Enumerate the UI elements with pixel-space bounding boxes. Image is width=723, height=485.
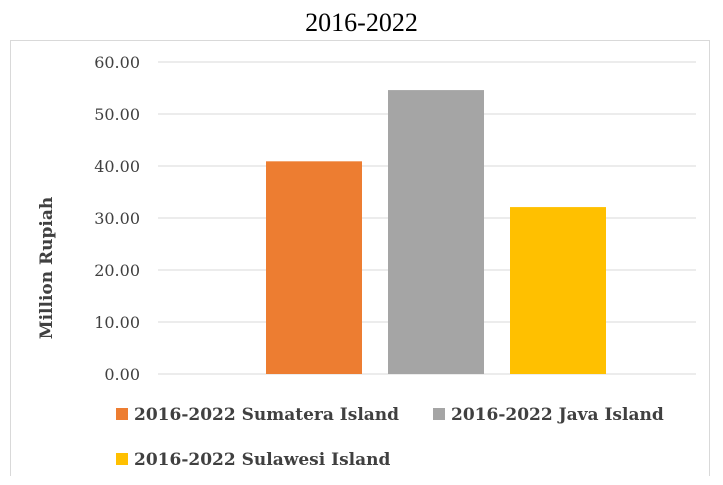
legend-swatch	[116, 453, 128, 465]
legend: 2016-2022 Sumatera Island 2016-2022 Java …	[116, 405, 664, 470]
legend-swatch	[116, 408, 128, 420]
y-tick-label: 50.00	[94, 105, 140, 124]
legend-label: 2016-2022 Java Island	[451, 405, 664, 425]
y-tick-label: 60.00	[94, 53, 140, 72]
bar-3	[510, 207, 606, 374]
y-tick-label: 0.00	[104, 365, 140, 384]
y-tick-label: 30.00	[94, 209, 140, 228]
legend-swatch	[433, 408, 445, 420]
y-tick-label: 20.00	[94, 261, 140, 280]
legend-label: 2016-2022 Sumatera Island	[134, 405, 399, 425]
y-tick-label: 40.00	[94, 157, 140, 176]
bar-1	[266, 161, 362, 374]
legend-label: 2016-2022 Sulawesi Island	[134, 450, 390, 470]
bar-2	[388, 90, 484, 374]
bars	[266, 90, 606, 374]
y-tick-label: 10.00	[94, 313, 140, 332]
y-axis-label: Million Rupiah	[37, 197, 57, 339]
y-tick-labels: 0.00 10.00 20.00 30.00 40.00 50.00 60.00	[94, 53, 140, 384]
